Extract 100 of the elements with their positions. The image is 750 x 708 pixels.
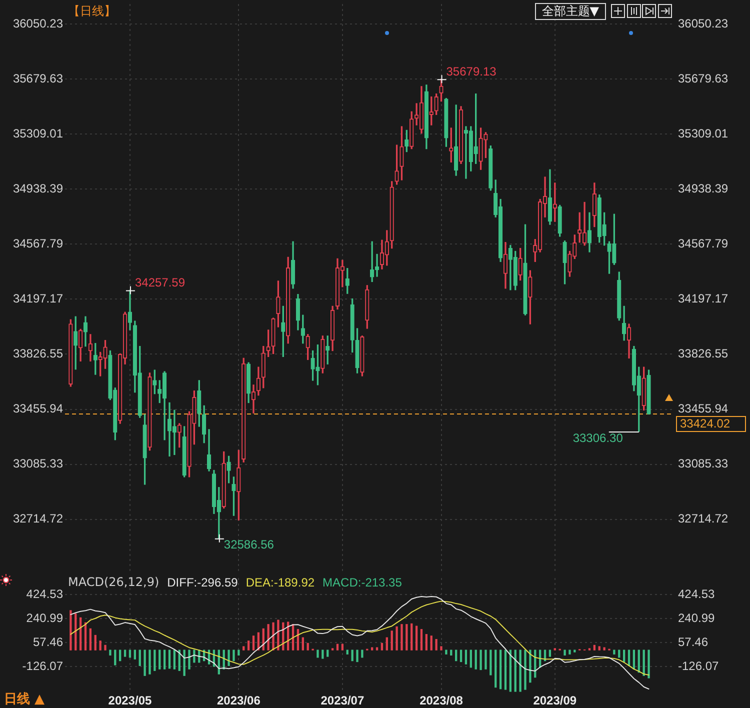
bar [396, 626, 398, 650]
bar [598, 646, 600, 650]
y-tick-label: 34567.79 [12, 236, 64, 250]
bar [406, 624, 408, 650]
bar [124, 650, 126, 657]
bar [104, 644, 106, 650]
bar [415, 626, 418, 650]
y2-tick-label: 240.99 [678, 610, 716, 625]
bar [168, 650, 171, 669]
text: 日线 ▲ [4, 692, 45, 708]
bar [361, 650, 364, 658]
bar [445, 650, 448, 654]
bar [322, 650, 324, 659]
bar [400, 624, 403, 650]
y-tick-label: -126.07 [22, 658, 64, 673]
candlestick [142, 414, 147, 485]
candlestick [523, 224, 528, 316]
bar [183, 650, 186, 676]
y-tick-label: 33085.33 [12, 456, 64, 471]
x-tick-label: 2023/07 [320, 694, 364, 708]
annotation: 32586.56 [224, 538, 274, 552]
bar [247, 640, 250, 650]
bar [346, 650, 348, 654]
bar [163, 650, 166, 670]
text: DEA:-189.92 [246, 575, 315, 590]
candlestick [148, 372, 152, 451]
candlestick [226, 456, 231, 484]
bar [277, 620, 280, 650]
ref-line-label: 33424.02 [680, 416, 730, 430]
bar [514, 650, 516, 692]
bar [642, 650, 645, 676]
bar [470, 650, 472, 668]
bar [524, 650, 526, 690]
y-tick-label: 57.46 [32, 634, 64, 649]
bar [306, 642, 309, 650]
chart-title: MACD(26,12,9) [68, 575, 160, 590]
bar [114, 650, 116, 666]
bar [99, 640, 102, 650]
y2-tick-label: 32714.72 [678, 512, 728, 526]
bar [341, 644, 344, 650]
bar [435, 638, 438, 650]
y2-tick-label: 33455.94 [678, 402, 728, 416]
candlestick [439, 78, 444, 102]
candlestick [518, 248, 522, 281]
bar [188, 650, 190, 670]
bar [480, 650, 482, 670]
x-tick-label: 2023/06 [216, 694, 261, 708]
bar [138, 650, 141, 666]
bar [613, 650, 616, 654]
bar [494, 650, 497, 688]
bar [484, 650, 487, 670]
y2-tick-label: 35679.63 [678, 71, 728, 86]
y2-tick-label: 424.53 [678, 586, 716, 601]
candlestick [271, 318, 276, 354]
bar [622, 650, 626, 662]
bar [316, 650, 319, 658]
bar [238, 650, 240, 656]
chart-title: 【日线】 [68, 4, 116, 18]
bar [302, 637, 304, 650]
bar [232, 650, 235, 662]
candlestick [394, 144, 399, 185]
bar [154, 650, 156, 671]
bar [228, 650, 230, 666]
bar [109, 650, 112, 656]
bar [144, 650, 146, 676]
bar [380, 642, 384, 650]
annotation: 全部主题▼ [542, 4, 599, 18]
annotation: 34257.59 [134, 276, 186, 290]
bar [455, 650, 458, 662]
bar [351, 650, 354, 662]
bar [70, 610, 72, 650]
y-tick-label: 34938.39 [12, 181, 64, 196]
bar [336, 644, 339, 650]
y2-tick-label: 34938.39 [678, 181, 728, 196]
bar [509, 650, 512, 692]
x-tick-label: 2023/09 [533, 694, 577, 708]
x-tick-label: 2023/05 [108, 694, 152, 708]
bar [564, 650, 566, 656]
text: MACD:-213.35 [322, 575, 402, 590]
candlestick [434, 94, 438, 115]
candlestick [646, 370, 651, 414]
bar [460, 650, 462, 662]
y2-tick-label: 57.46 [678, 634, 708, 649]
bar [648, 650, 650, 678]
bar [89, 628, 92, 650]
bar [252, 636, 255, 650]
bar [94, 634, 96, 650]
candlestick [400, 126, 404, 180]
bar [148, 650, 151, 674]
bar [326, 650, 329, 657]
y-tick-label: 35679.63 [12, 71, 64, 86]
bar [158, 650, 161, 670]
bar [267, 624, 270, 650]
bar [603, 647, 606, 650]
y-tick-label: 424.53 [26, 586, 64, 601]
bar [386, 637, 388, 650]
bar [632, 650, 636, 670]
bar [74, 613, 77, 650]
bar [548, 650, 552, 657]
candlestick [232, 476, 236, 516]
